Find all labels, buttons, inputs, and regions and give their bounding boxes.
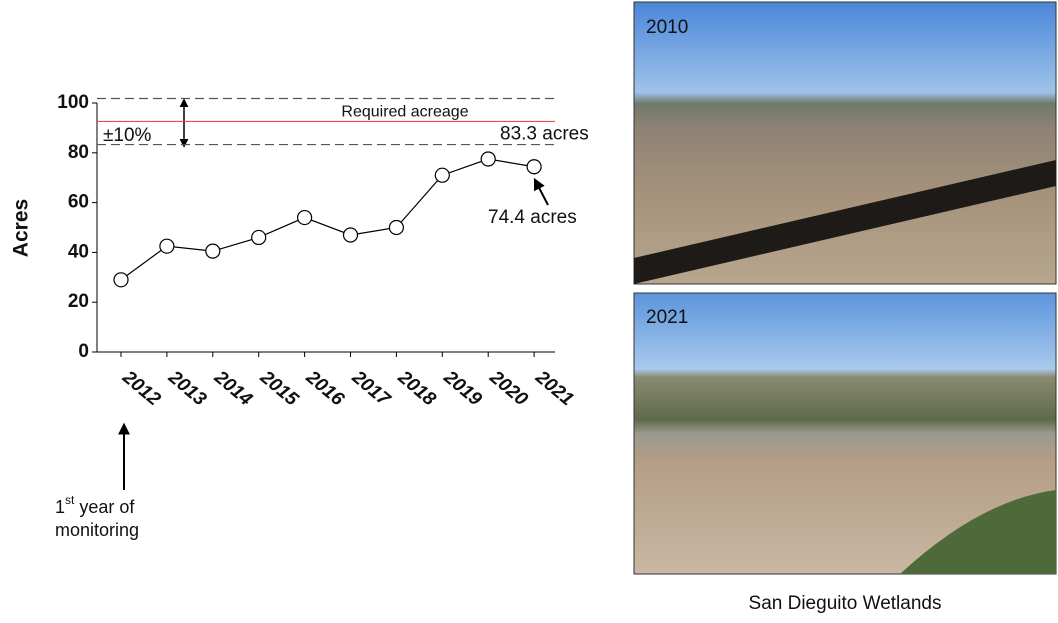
x-tick-label: 2014 (209, 366, 256, 410)
x-tick-label: 2012 (118, 366, 165, 410)
annotation-arrow (533, 177, 549, 206)
y-tick-label: 40 (68, 241, 89, 262)
series-line (120, 158, 535, 281)
x-tick-label: 2021 (531, 366, 578, 410)
first-year-note: 1st year of (55, 493, 135, 517)
note-number: 1 (55, 497, 65, 517)
first-year-note: monitoring (55, 520, 139, 540)
reference-label: 83.3 acres (500, 124, 589, 145)
data-point (434, 167, 450, 183)
photo-wall (634, 160, 1056, 284)
data-point (297, 209, 313, 226)
photo-shrubs (900, 490, 1056, 574)
data-point (480, 151, 496, 167)
data-point (526, 159, 542, 175)
caption: San Dieguito Wetlands (749, 593, 942, 614)
x-tick-label: 2018 (393, 366, 440, 410)
band-label: ±10% (103, 125, 152, 146)
y-tick-label: 100 (57, 92, 89, 113)
x-tick-label: 2013 (164, 366, 211, 410)
x-tick-label: 2015 (255, 366, 302, 410)
y-tick-label: 60 (68, 192, 89, 213)
note-suffix: st (65, 493, 75, 507)
y-tick-label: 20 (68, 291, 89, 312)
x-tick-label: 2016 (301, 366, 348, 410)
data-point (205, 243, 221, 259)
photo-2010 (633, 1, 1057, 285)
data-point (113, 272, 129, 288)
value-label: 74.4 acres (488, 207, 577, 228)
data-point (159, 238, 175, 254)
photo-panel: 2010 2021 San Dieguito Wetlands (633, 1, 1057, 614)
reference-label: Required acreage (341, 104, 468, 121)
photo-label: 2010 (646, 17, 688, 38)
data-point (342, 227, 359, 243)
y-tick-label: 0 (78, 341, 89, 362)
y-axis-label: Acres (10, 199, 33, 257)
x-tick-label: 2020 (485, 366, 532, 410)
note-text: year of (74, 497, 135, 517)
data-point (388, 219, 404, 236)
data-point (251, 229, 267, 246)
photo-label: 2021 (646, 307, 688, 328)
x-tick-label: 2017 (347, 366, 395, 411)
x-tick-label: 2019 (439, 366, 486, 410)
y-tick-label: 80 (68, 142, 89, 163)
